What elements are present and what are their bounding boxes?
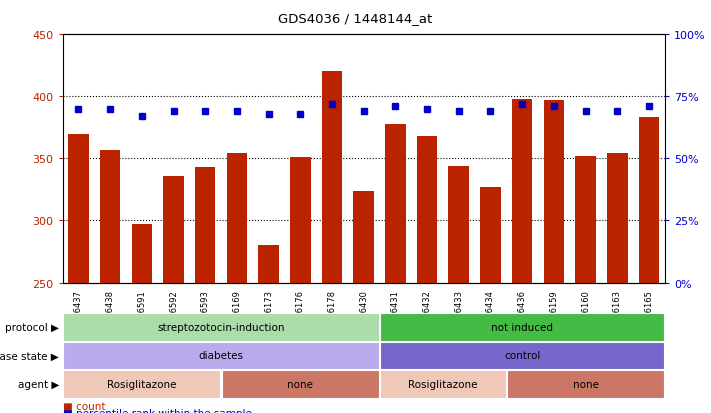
Bar	[68, 134, 89, 283]
Text: none: none	[287, 379, 314, 389]
Text: agent ▶: agent ▶	[18, 379, 59, 389]
Bar	[607, 154, 628, 283]
Text: not induced: not induced	[491, 322, 553, 332]
Bar	[449, 166, 469, 283]
Bar	[417, 137, 437, 283]
Bar	[480, 188, 501, 283]
Text: none: none	[572, 379, 599, 389]
Bar	[575, 157, 596, 283]
Text: disease state ▶: disease state ▶	[0, 351, 59, 361]
Bar	[638, 118, 659, 283]
Text: Rosiglitazone: Rosiglitazone	[408, 379, 478, 389]
Bar	[353, 191, 374, 283]
Text: Rosiglitazone: Rosiglitazone	[107, 379, 176, 389]
Bar	[258, 246, 279, 283]
Text: protocol ▶: protocol ▶	[5, 322, 59, 332]
Text: streptozotocin-induction: streptozotocin-induction	[157, 322, 285, 332]
Bar	[132, 225, 152, 283]
Bar	[100, 150, 120, 283]
Text: ■ percentile rank within the sample: ■ percentile rank within the sample	[63, 408, 252, 413]
Text: ■ count: ■ count	[63, 401, 105, 411]
Bar	[290, 158, 311, 283]
Bar	[385, 124, 406, 283]
Bar	[195, 168, 215, 283]
Text: diabetes: diabetes	[198, 351, 244, 361]
Bar	[512, 100, 533, 283]
Bar	[321, 72, 342, 283]
Text: GDS4036 / 1448144_at: GDS4036 / 1448144_at	[279, 12, 432, 25]
Bar	[227, 154, 247, 283]
Text: control: control	[504, 351, 540, 361]
Bar	[164, 176, 184, 283]
Bar	[543, 101, 564, 283]
